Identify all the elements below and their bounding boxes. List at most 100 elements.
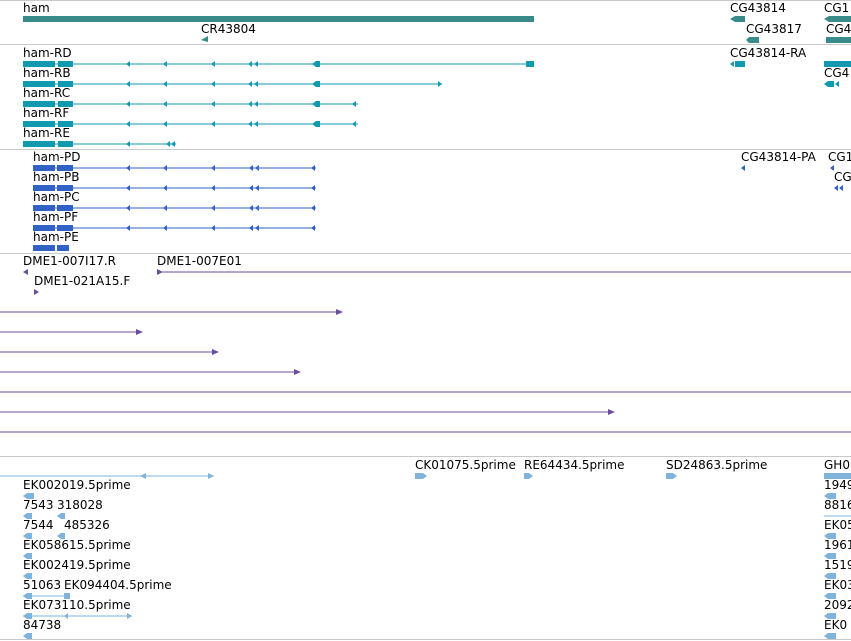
est-label: SD24863.5prime [666, 458, 768, 472]
protein-label-ham-PC: ham-PC [33, 190, 80, 204]
protein-label-ham-PF: ham-PF [33, 210, 79, 224]
clone-line[interactable] [0, 349, 219, 355]
track-separator [0, 149, 851, 150]
est-label: EK002419.5prime [23, 558, 131, 572]
est-label: 51063 [23, 578, 62, 592]
protein-ham-PF[interactable] [33, 225, 316, 231]
gene-CR43804[interactable] [201, 36, 208, 42]
est-label-cut: EK03 [824, 578, 851, 592]
est-label: EK073110.5prime [23, 598, 131, 612]
gene-label-cut: CG1 [824, 1, 850, 15]
protein-right-edge[interactable] [830, 165, 843, 191]
clone-line[interactable] [0, 309, 343, 315]
gene-CG4-right[interactable] [826, 37, 851, 43]
est-right-edge[interactable] [824, 493, 851, 639]
est-GH0[interactable] [824, 473, 851, 479]
gene-label-CG43814: CG43814 [730, 1, 786, 15]
protein-label-cut: CG [834, 170, 851, 184]
est-EK058615[interactable] [23, 553, 32, 559]
est-label-cut: 1949 [824, 478, 851, 492]
protein-label-cut: CG1 [828, 150, 851, 164]
protein-label-ham-PB: ham-PB [33, 170, 80, 184]
transcript-ham-RB[interactable] [23, 81, 442, 87]
est-485326[interactable] [57, 533, 65, 539]
protein-CG43814-PA[interactable] [741, 165, 745, 171]
est-label: RE64434.5prime [524, 458, 625, 472]
transcript-label-ham-RF: ham-RF [23, 106, 70, 120]
gene-CG43817[interactable] [746, 37, 759, 43]
est-SD24863.5prime[interactable] [666, 473, 677, 479]
est-top-line[interactable] [0, 473, 214, 479]
est-RE64434.5prime[interactable] [524, 473, 533, 479]
est-label-cut: 1961 [824, 538, 851, 552]
protein-label-CG43814-PA: CG43814-PA [741, 150, 816, 164]
est-EK002419[interactable] [23, 573, 32, 579]
transcript-ham-RC[interactable] [23, 101, 358, 107]
est-label: 84738 [23, 618, 62, 632]
est-track [0, 473, 851, 639]
est-label-cut: 8816 [824, 498, 851, 512]
gene-track [23, 16, 851, 43]
track-separator [0, 253, 851, 254]
gene-label-CR43804: CR43804 [201, 22, 256, 36]
est-EK002019[interactable] [23, 493, 34, 499]
est-label: EK094404.5prime [64, 578, 172, 592]
transcript-label-ham-RE: ham-RE [23, 126, 70, 140]
transcript-ham-RD[interactable] [23, 61, 534, 67]
protein-ham-PC[interactable] [33, 205, 316, 211]
est-label: EK058615.5prime [23, 538, 131, 552]
clone-track [0, 269, 851, 433]
est-label: 7543 [23, 498, 54, 512]
est-84738[interactable] [23, 633, 32, 639]
clone-DME1-007I17.R[interactable] [23, 269, 28, 275]
protein-label-ham-PD: ham-PD [33, 150, 81, 164]
clone-line[interactable] [0, 329, 143, 335]
gene-label-CG43817: CG43817 [746, 22, 802, 36]
est-label: 485326 [64, 518, 110, 532]
protein-label-ham-PE: ham-PE [33, 230, 79, 244]
clone-DME1-007E01[interactable] [157, 269, 851, 275]
est-label-cut: EK0 [824, 618, 848, 632]
gene-label-cut: CG4 [826, 22, 851, 36]
est-label: 318028 [57, 498, 103, 512]
gene-CG1-right[interactable] [824, 16, 851, 22]
est-label: CK01075.5prime [415, 458, 516, 472]
gene-label-ham: ham [23, 1, 50, 15]
est-label-cut: 1519 [824, 558, 851, 572]
clone-label-DME1-007I17.R: DME1-007I17.R [23, 254, 117, 268]
transcript-label-ham-RD: ham-RD [23, 46, 72, 60]
est-label: EK002019.5prime [23, 478, 131, 492]
est-318028[interactable] [57, 513, 65, 519]
est-label-cut: GH0 [824, 458, 850, 472]
protein-ham-PD[interactable] [33, 165, 316, 171]
track-separator [0, 456, 851, 457]
est-EK073110[interactable] [23, 613, 132, 619]
transcript-ham-RE[interactable] [23, 141, 176, 147]
gene-CG43814[interactable] [730, 16, 745, 22]
transcript-track [23, 61, 851, 147]
track-separator [0, 44, 851, 45]
est-7543[interactable] [23, 513, 32, 519]
transcript-label-ham-RC: ham-RC [23, 86, 71, 100]
clone-line[interactable] [0, 409, 615, 415]
est-7544[interactable] [23, 533, 32, 539]
est-51063-EK094404[interactable] [23, 593, 70, 599]
est-CK01075.5prime[interactable] [415, 473, 427, 479]
track-separator [0, 639, 851, 640]
gene-ham[interactable] [23, 16, 534, 22]
transcript-CG4-right[interactable] [824, 61, 851, 87]
clone-line[interactable] [0, 369, 301, 375]
est-label-cut: EK05 [824, 518, 851, 532]
clone-DME1-021A15.F[interactable] [34, 289, 39, 295]
protein-ham-PE[interactable] [33, 245, 69, 251]
clone-label-DME1-021A15.F: DME1-021A15.F [34, 274, 131, 288]
protein-ham-PB[interactable] [33, 185, 316, 191]
transcript-label-cut: CG4 [824, 66, 850, 80]
transcript-label-CG43814-RA: CG43814-RA [730, 46, 807, 60]
transcript-ham-RF[interactable] [23, 121, 358, 127]
est-label: 7544 [23, 518, 54, 532]
est-label-cut: 2092 [824, 598, 851, 612]
transcript-CG43814-RA[interactable] [730, 61, 745, 67]
